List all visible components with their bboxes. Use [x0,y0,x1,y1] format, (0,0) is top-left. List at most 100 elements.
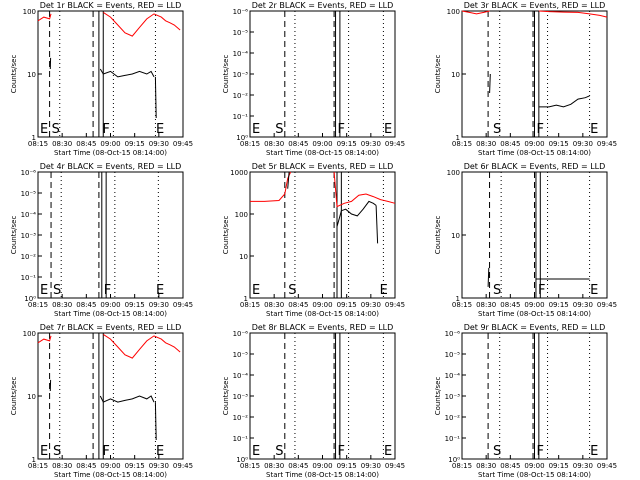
y-tick-label: 10⁻⁶ [233,8,249,16]
x-tick-label: 08:30 [476,462,496,470]
y-tick-label: 10⁻¹ [233,435,249,443]
y-tick-label: 10⁻³ [445,393,461,401]
x-tick-label: 08:15 [28,462,48,470]
y-axis-label: Counts/sec [10,377,18,416]
x-tick-label: 09:45 [173,140,193,148]
x-tick-label: 09:45 [385,301,405,309]
y-axis-label: Counts/sec [434,216,442,255]
plot-frame [249,10,396,138]
x-tick-label: 09:45 [385,140,405,148]
x-axis-label: Start Time (08-Oct-15 08:14:00) [266,149,379,157]
x-tick-label: 08:30 [52,462,72,470]
event-marker: E [384,444,392,459]
lld-series [538,10,608,18]
panel-5: Det 5r BLACK = Events, RED = LLD 1 10 100 10… [222,162,405,318]
event-marker: F [537,122,544,137]
y-tick-label: 10⁻² [21,253,37,261]
x-tick-label: 08:15 [452,140,472,148]
x-tick-label: 08:30 [52,301,72,309]
x-tick-label: 09:30 [149,140,169,148]
x-axis-label: Start Time (08-Oct-15 08:14:00) [478,471,591,479]
x-tick-label: 09:15 [125,462,145,470]
x-tick-label: 09:30 [573,301,593,309]
y-tick-label: 100 [23,330,36,338]
y-tick-label: 10⁻⁶ [445,330,461,338]
y-axis-label: Counts/sec [434,55,442,94]
x-tick-label: 09:15 [337,140,357,148]
x-tick-label: 08:15 [28,140,48,148]
y-tick-label: 1000 [230,169,248,177]
events-series [375,205,379,244]
event-marker: E [252,444,260,459]
x-tick-label: 09:00 [100,462,120,470]
x-tick-label: 09:00 [524,462,544,470]
event-marker: F [338,122,345,137]
x-axis-label: Start Time (08-Oct-15 08:14:00) [266,310,379,318]
event-marker: E [590,283,598,298]
x-tick-label: 09:30 [149,462,169,470]
y-tick-label: 10⁻⁵ [233,29,249,37]
events-series [538,95,590,108]
event-marker: E [590,122,598,137]
x-tick-label: 09:30 [361,140,381,148]
panel-title: Det 5r BLACK = Events, RED = LLD [252,162,394,171]
y-axis-label: Counts/sec [222,377,230,416]
x-tick-label: 09:45 [173,462,193,470]
x-tick-label: 09:45 [597,462,617,470]
y-tick-label: 1 [456,134,460,142]
x-tick-label: 08:15 [240,140,260,148]
x-tick-label: 08:15 [240,301,260,309]
y-tick-label: 100 [23,8,36,16]
events-series [99,68,155,78]
y-tick-label: 10⁻¹ [233,113,249,121]
x-tick-label: 08:15 [452,462,472,470]
x-tick-label: 08:30 [264,140,284,148]
panel-title: Det 3r BLACK = Events, RED = LLD [464,1,606,10]
panel-title: Det 8r BLACK = Events, RED = LLD [252,323,394,332]
event-marker: S [288,283,296,298]
panel-title: Det 2r BLACK = Events, RED = LLD [252,1,394,10]
event-marker: E [40,444,48,459]
x-tick-label: 09:45 [385,462,405,470]
panel-1: Det 1r BLACK = Events, RED = LLD 1 10 100 08… [10,1,193,157]
x-tick-label: 08:30 [476,140,496,148]
panel-4: Det 4r BLACK = Events, RED = LLD 10⁰ 10⁻¹ 1… [10,162,193,318]
x-tick-label: 08:15 [28,301,48,309]
event-marker: E [156,283,164,298]
y-tick-label: 1 [456,295,460,303]
y-tick-label: 1 [32,456,36,464]
y-tick-label: 10 [27,393,36,401]
panel-title: Det 4r BLACK = Events, RED = LLD [40,162,182,171]
event-marker: S [52,122,60,137]
y-tick-label: 10⁻⁶ [21,169,37,177]
y-tick-label: 1 [244,295,248,303]
event-marker: F [338,444,345,459]
events-series [489,73,491,94]
y-tick-label: 10⁻⁴ [233,50,249,58]
y-tick-label: 10⁻³ [233,71,249,79]
x-axis-label: Start Time (08-Oct-15 08:14:00) [54,471,167,479]
y-tick-label: 10 [451,71,460,79]
y-tick-label: 10⁻¹ [445,435,461,443]
event-marker: E [252,283,260,298]
panel-6: Det 6r BLACK = Events, RED = LLD 1 10 100 08… [434,162,617,318]
y-tick-label: 10 [451,232,460,240]
x-tick-label: 08:30 [264,462,284,470]
y-tick-label: 100 [447,8,460,16]
x-tick-label: 09:45 [597,140,617,148]
x-tick-label: 08:45 [500,462,520,470]
y-axis-label: Counts/sec [10,55,18,94]
event-marker: S [53,283,61,298]
panel-title: Det 7r BLACK = Events, RED = LLD [40,323,182,332]
event-marker: S [275,444,283,459]
events-series [487,267,490,287]
x-axis-label: Start Time (08-Oct-15 08:14:00) [54,310,167,318]
y-tick-label: 10⁻¹ [21,274,37,282]
events-series [336,200,377,227]
x-tick-label: 09:15 [125,301,145,309]
y-tick-label: 100 [447,169,460,177]
x-tick-label: 08:45 [500,140,520,148]
event-marker: E [252,122,260,137]
y-tick-label: 10⁰ [236,456,248,464]
event-marker: F [538,283,545,298]
